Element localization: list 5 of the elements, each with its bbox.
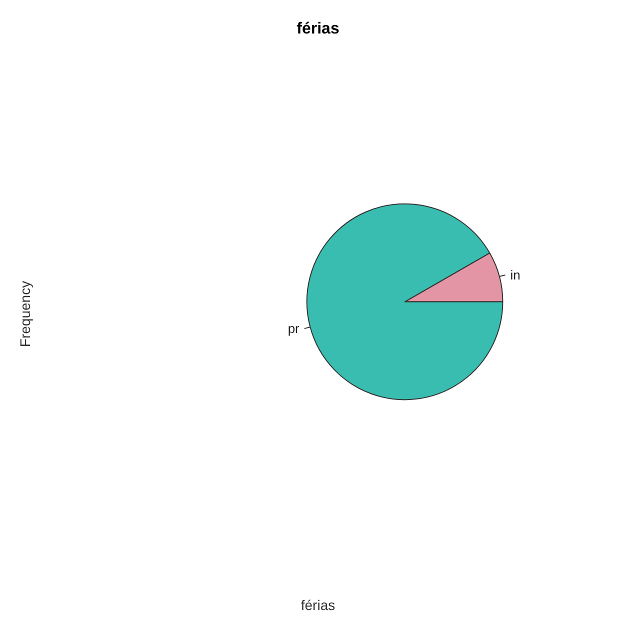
text: férias (300, 597, 336, 613)
slice-label: in (510, 267, 520, 282)
chart-title: férias (296, 20, 340, 38)
text: Frequency (17, 280, 33, 348)
slice-label: pr (288, 321, 300, 336)
